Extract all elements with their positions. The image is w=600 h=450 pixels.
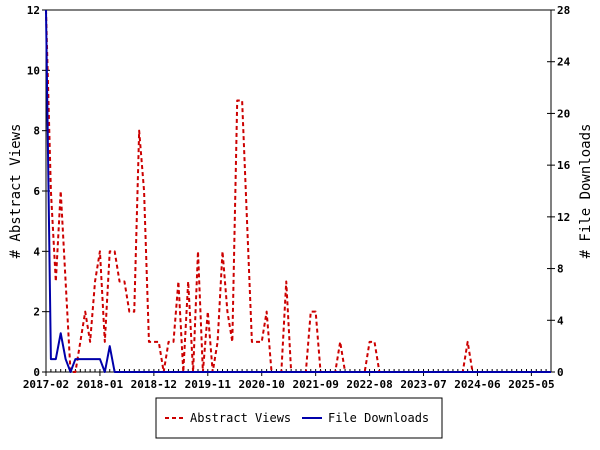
legend-box — [155, 397, 443, 439]
y-right-tick-label: 28 — [557, 4, 570, 17]
y-right-tick-label: 0 — [557, 366, 564, 379]
y-right-tick-label: 20 — [557, 107, 570, 120]
y-left-tick-label: 4 — [33, 245, 40, 258]
x-tick-label: 2025-05 — [508, 378, 554, 391]
y-left-tick-label: 6 — [33, 185, 40, 198]
legend-label-file-downloads: File Downloads — [328, 411, 429, 425]
y-left-axis-title: # Abstract Views — [8, 124, 24, 259]
x-tick-label: 2023-07 — [400, 378, 446, 391]
x-tick-label: 2021-09 — [292, 378, 338, 391]
y-right-tick-label: 4 — [557, 314, 564, 327]
y-right-axis: 0 4 8 12 16 20 24 28 — [547, 4, 571, 379]
x-tick-label: 2019-11 — [185, 378, 232, 391]
y-right-tick-label: 16 — [557, 159, 571, 172]
x-tick-label: 2017-02 — [23, 378, 69, 391]
x-tick-label: 2024-06 — [454, 378, 501, 391]
y-left-tick-label: 12 — [27, 4, 40, 17]
y-right-tick-label: 24 — [557, 56, 571, 69]
series-line-file-downloads — [45, 9, 551, 373]
x-tick-label: 2020-10 — [239, 378, 285, 391]
legend: Abstract Views File Downloads — [155, 397, 443, 439]
y-left-tick-label: 8 — [33, 125, 40, 138]
y-left-axis: 0 2 4 6 8 10 12 — [27, 4, 50, 379]
y-right-tick-label: 12 — [557, 211, 570, 224]
x-axis: 2017-02 2018-01 2018-12 2019-11 2020-10 2021-… — [23, 372, 555, 391]
series-layer — [45, 9, 551, 373]
x-tick-label: 2018-12 — [131, 378, 177, 391]
y-left-tick-label: 10 — [27, 64, 40, 77]
x-tick-label: 2022-08 — [346, 378, 392, 391]
y-left-tick-label: 2 — [33, 306, 40, 319]
plot-area — [45, 9, 552, 373]
y-left-tick-label: 0 — [33, 366, 40, 379]
x-tick-label: 2018-01 — [77, 378, 124, 391]
y-right-axis-title: # File Downloads — [578, 124, 594, 259]
legend-label-abstract-views: Abstract Views — [190, 411, 291, 425]
y-right-tick-label: 8 — [557, 263, 564, 276]
